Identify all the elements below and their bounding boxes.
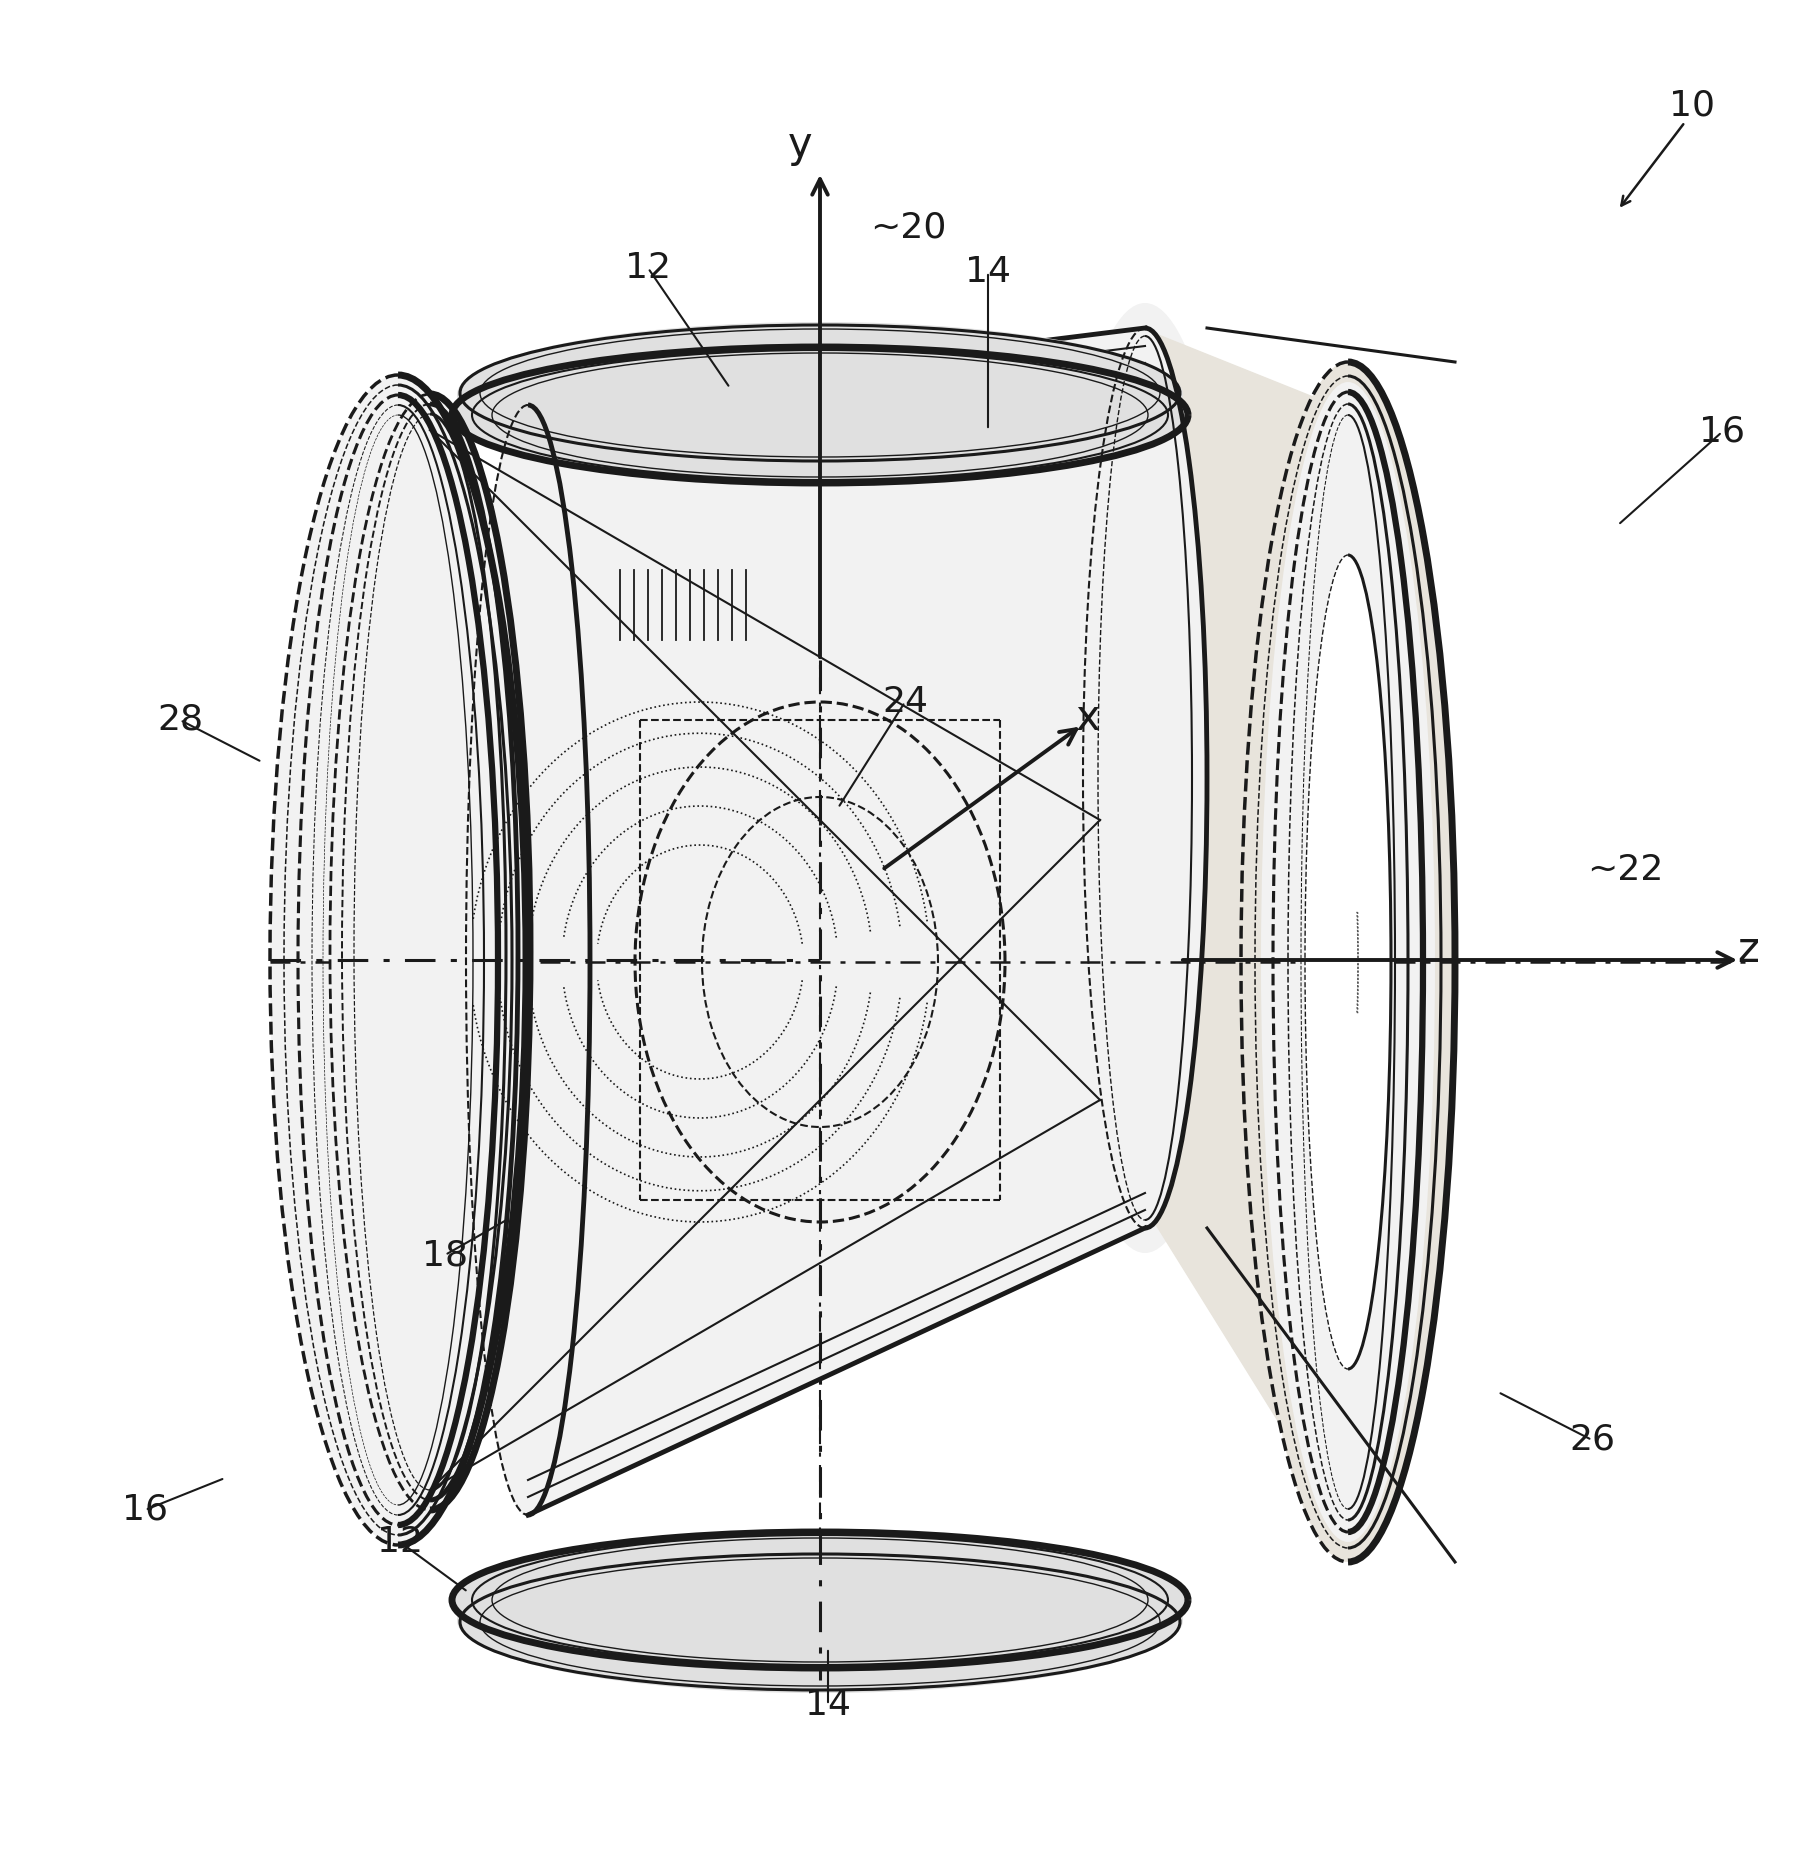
Ellipse shape	[1261, 382, 1435, 1542]
Text: 18: 18	[423, 1238, 468, 1271]
Polygon shape	[1156, 334, 1339, 1517]
Ellipse shape	[330, 393, 530, 1510]
Ellipse shape	[457, 1547, 1183, 1693]
Text: y: y	[787, 125, 813, 166]
Polygon shape	[466, 328, 1141, 1514]
Text: 14: 14	[965, 255, 1010, 289]
Text: 16: 16	[1700, 416, 1745, 449]
Text: 28: 28	[158, 703, 203, 736]
Text: 24: 24	[882, 684, 929, 720]
Ellipse shape	[452, 1532, 1188, 1668]
Text: x: x	[1076, 697, 1101, 738]
Text: 16: 16	[122, 1493, 169, 1527]
Text: ~20: ~20	[869, 211, 947, 244]
Ellipse shape	[461, 324, 1179, 460]
Ellipse shape	[457, 322, 1183, 468]
Text: 26: 26	[1569, 1422, 1614, 1458]
Text: ~22: ~22	[1587, 854, 1663, 887]
Text: 12: 12	[626, 252, 671, 285]
Text: z: z	[1738, 928, 1760, 971]
Text: 10: 10	[1669, 88, 1714, 121]
Text: 14: 14	[805, 1689, 851, 1722]
Ellipse shape	[270, 375, 526, 1545]
Ellipse shape	[1048, 304, 1243, 1253]
Ellipse shape	[1304, 555, 1391, 1368]
Text: 12: 12	[377, 1525, 423, 1558]
Ellipse shape	[452, 347, 1188, 483]
Ellipse shape	[461, 1555, 1179, 1691]
Ellipse shape	[1241, 362, 1455, 1562]
